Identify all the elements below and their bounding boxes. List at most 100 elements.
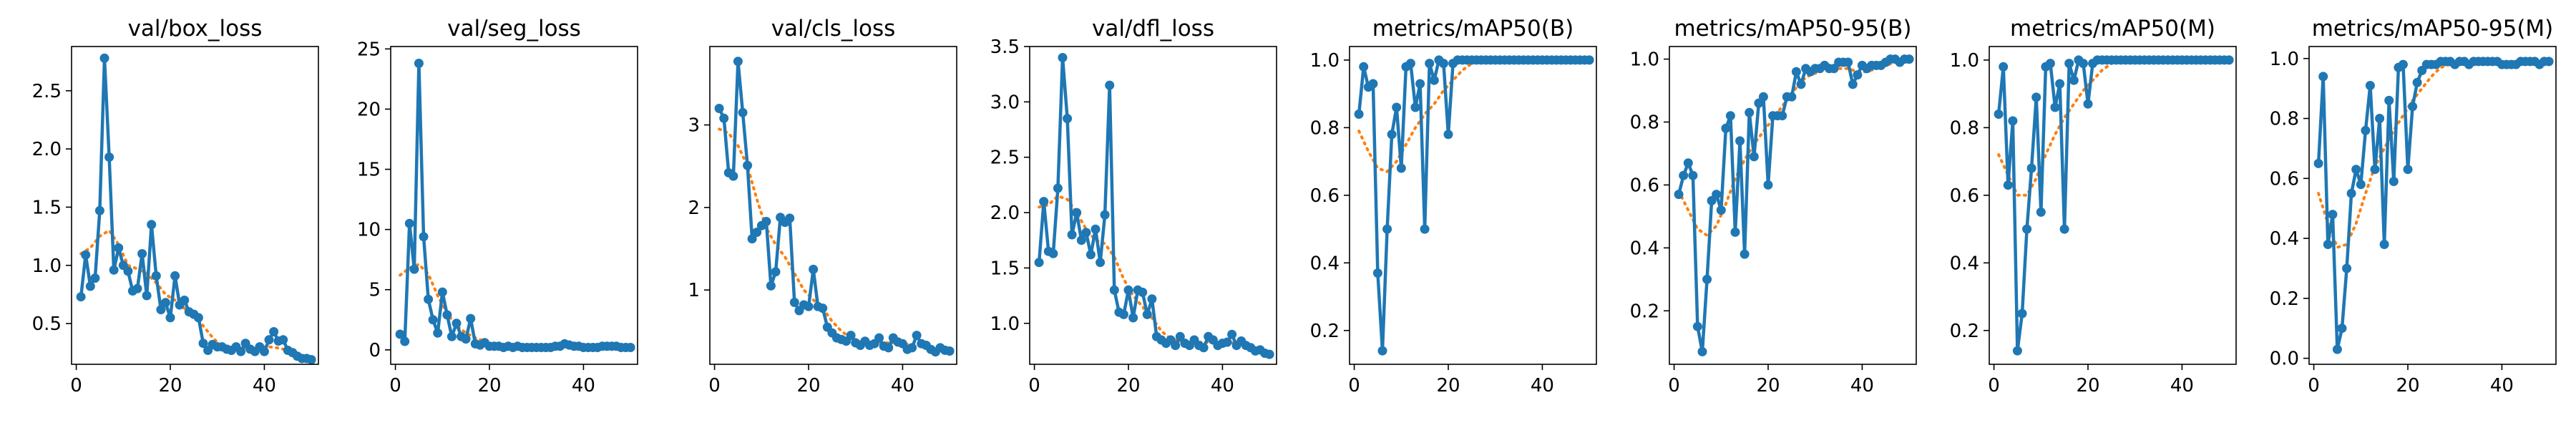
y-tick-label: 2.5 — [990, 147, 1020, 169]
data-point — [433, 328, 443, 338]
data-point — [76, 292, 86, 302]
data-point — [1123, 285, 1133, 295]
data-point — [1843, 57, 1853, 67]
data-point — [395, 329, 405, 339]
data-point — [1105, 80, 1115, 90]
data-point — [193, 313, 203, 323]
data-point — [259, 346, 269, 356]
data-point — [1999, 62, 2009, 72]
data-point — [2370, 165, 2380, 175]
data-point — [1848, 79, 1858, 89]
data-point — [2026, 163, 2036, 173]
data-point — [747, 234, 757, 244]
data-point — [447, 331, 457, 341]
chart-panel-3: val/cls_loss 0 20 40 1 2 3 — [688, 16, 957, 396]
data-point — [2365, 81, 2375, 90]
data-point — [1368, 79, 1378, 89]
data-point — [90, 273, 100, 283]
y-tick-label: 0.8 — [1630, 112, 1659, 134]
data-point — [1692, 321, 1702, 331]
data-point — [907, 343, 917, 353]
results-line — [1996, 58, 2230, 353]
data-point — [2342, 263, 2352, 273]
data-point — [123, 266, 133, 276]
y-tick-label: 1.0 — [990, 313, 1020, 335]
data-point — [2059, 224, 2069, 234]
data-point — [1063, 114, 1073, 124]
chart-panel-6: metrics/mAP50-95(B) 0 20 40 0.2 0.4 0.6 0.8 1.0 — [1630, 16, 1917, 396]
data-point — [414, 59, 424, 68]
data-point — [1109, 285, 1119, 295]
plot-frame — [71, 46, 319, 365]
data-point — [2351, 165, 2361, 175]
data-point — [1716, 205, 1726, 215]
data-point — [2412, 77, 2422, 87]
data-point — [236, 346, 246, 356]
chart-title: metrics/mAP50(B) — [1372, 16, 1574, 42]
data-point — [2313, 158, 2323, 168]
data-point — [738, 107, 748, 117]
y-tick-label: 0.4 — [1630, 238, 1659, 259]
x-tick-label: 0 — [70, 375, 82, 396]
data-point — [2332, 344, 2342, 354]
data-point — [2050, 102, 2060, 112]
y-tick-label: 0.8 — [1310, 117, 1340, 139]
chart-panel-5: metrics/mAP50(B) 0 20 40 0.2 0.4 0.6 0.8 1.0 — [1310, 16, 1597, 396]
data-point — [1387, 130, 1397, 140]
data-point — [1584, 55, 1594, 65]
data-point — [1142, 309, 1152, 319]
data-point — [1740, 249, 1750, 259]
x-tick-label: 40 — [2170, 375, 2194, 396]
data-point — [1081, 228, 1091, 238]
y-tick-label: 25 — [357, 39, 381, 60]
x-tick-label: 20 — [1116, 375, 1140, 396]
data-point — [2022, 224, 2032, 234]
chart-title: val/cls_loss — [771, 16, 896, 42]
data-point — [2389, 177, 2399, 186]
data-point — [945, 346, 955, 356]
data-point — [2318, 72, 2328, 82]
data-point — [771, 267, 781, 277]
data-point — [1758, 92, 1768, 102]
y-tick-label: 0.6 — [1310, 185, 1340, 207]
data-point — [752, 228, 762, 237]
plot-frame — [1349, 46, 1597, 365]
y-tick-label: 0.6 — [1950, 185, 1979, 207]
data-point — [1712, 190, 1722, 200]
y-tick-label: 1.5 — [32, 197, 62, 218]
y-tick-label: 0 — [369, 340, 381, 361]
data-point — [1199, 343, 1209, 353]
data-point — [1777, 111, 1787, 121]
x-tick-label: 40 — [891, 375, 914, 396]
plot-frame — [1669, 46, 1917, 365]
results-line — [1357, 58, 1590, 353]
data-point — [2384, 95, 2394, 105]
data-point — [625, 343, 635, 352]
y-tick-label: 0.2 — [1950, 321, 1979, 342]
data-point — [1721, 123, 1731, 133]
data-point — [1227, 329, 1237, 339]
data-point — [99, 53, 109, 63]
data-point — [1853, 70, 1863, 80]
x-tick-label: 40 — [1211, 375, 1234, 396]
chart-title: val/box_loss — [128, 16, 263, 42]
data-point — [1067, 230, 1077, 240]
data-point — [2036, 207, 2046, 217]
x-tick-label: 20 — [477, 375, 501, 396]
data-point — [818, 303, 828, 313]
data-point — [2012, 346, 2022, 356]
data-point — [419, 232, 429, 242]
data-point — [2323, 240, 2333, 249]
plot-frame — [1989, 46, 2237, 365]
data-point — [1763, 180, 1773, 190]
x-tick-label: 0 — [389, 375, 401, 396]
data-point — [278, 335, 288, 345]
smooth-line — [1677, 57, 1911, 238]
y-tick-label: 0.8 — [1950, 117, 1979, 139]
y-tick-label: 0.4 — [1310, 253, 1340, 274]
data-point — [1396, 163, 1406, 173]
x-tick-label: 20 — [1756, 375, 1780, 396]
data-point — [1382, 224, 1392, 234]
plot-frame — [2308, 46, 2557, 365]
x-tick-label: 20 — [1436, 375, 1460, 396]
